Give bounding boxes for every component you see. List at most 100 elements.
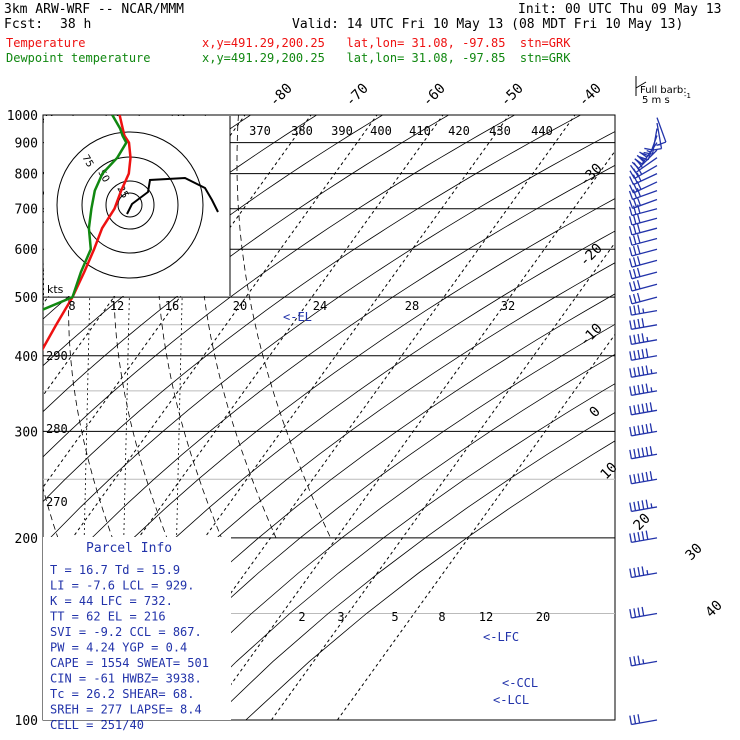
mixing-ratio-label: 2 xyxy=(298,610,305,624)
isotherm-label: 20 xyxy=(631,511,654,534)
mixing-ratio-label: 20 xyxy=(536,610,550,624)
dry-adiabat xyxy=(211,412,615,720)
theta-label-left: 280 xyxy=(46,422,68,436)
pressure-label: 300 xyxy=(15,425,38,440)
pressure-label: 600 xyxy=(15,243,38,258)
forecast-label: Fcst: xyxy=(4,17,44,32)
pressure-label: 900 xyxy=(15,137,38,152)
parcel-info-row: Tc = 26.2 SHEAR= 68. xyxy=(50,687,195,701)
wind-barb xyxy=(629,655,658,667)
hodograph-speed-label: 28 xyxy=(405,299,419,313)
theta-label-left: 270 xyxy=(46,495,68,509)
isotherm-line xyxy=(270,241,615,720)
dry-adiabat xyxy=(43,164,615,591)
isotherm-line xyxy=(72,115,510,720)
legend-temperature-location: x,y=491.29,200.25 lat,lon= 31.08, -97.85… xyxy=(202,36,571,50)
wind-barb xyxy=(629,172,658,186)
hodograph-speed-label: 20 xyxy=(233,299,247,313)
theta-label: 430 xyxy=(489,124,511,138)
wind-barb xyxy=(629,383,658,396)
dry-adiabat xyxy=(245,440,615,720)
wind-barb xyxy=(628,213,658,226)
isotherm-label: 30 xyxy=(683,541,706,564)
dry-adiabat xyxy=(0,102,2,720)
dry-adiabat xyxy=(177,383,615,720)
theta-label: 410 xyxy=(409,124,431,138)
mixing-ratio-label: 8 xyxy=(438,610,445,624)
lfc-marker: <-LFC xyxy=(483,630,519,644)
valid-time: Valid: 14 UTC Fri 10 May 13 (08 MDT Fri … xyxy=(292,17,684,32)
isotherm-line xyxy=(336,333,615,720)
el-marker: <-EL xyxy=(283,310,312,324)
wind-barb xyxy=(628,187,658,201)
pressure-label: 1000 xyxy=(7,109,38,124)
parcel-info-row: TT = 62 EL = 216 xyxy=(50,610,166,624)
wind-barb xyxy=(629,446,658,460)
wind-barb xyxy=(628,223,658,236)
legend-temperature: Temperature xyxy=(6,36,86,50)
mixing-ratio-label: 3 xyxy=(337,610,344,624)
pressure-label: 200 xyxy=(15,532,38,547)
legend-dewpoint: Dewpoint temperature xyxy=(6,51,151,65)
parcel-info-row: CELL = 251/40 xyxy=(50,718,144,732)
wind-barb xyxy=(628,256,658,268)
pressure-label: 800 xyxy=(15,168,38,183)
dewpoint-trace xyxy=(43,115,128,311)
wind-barb xyxy=(629,566,658,579)
theta-label: 380 xyxy=(291,124,313,138)
theta-label-left: 290 xyxy=(46,349,68,363)
parcel-info-title: Parcel Info xyxy=(86,541,172,556)
lcl-marker: <-LCL xyxy=(493,693,529,707)
parcel-info-row: LI = -7.6 LCL = 929. xyxy=(50,579,195,593)
dry-adiabat xyxy=(43,115,516,458)
legend-dewpoint-location: x,y=491.29,200.25 lat,lon= 31.08, -97.85… xyxy=(202,51,571,65)
hodograph-background xyxy=(44,116,230,296)
moist-adiabat xyxy=(0,115,7,538)
mixing-ratio-label: 12 xyxy=(479,610,493,624)
parcel-info-row: K = 44 LFC = 732. xyxy=(50,594,173,608)
isotherm-line xyxy=(43,115,312,489)
wind-barb xyxy=(628,292,658,305)
dry-adiabat xyxy=(43,131,615,547)
pressure-label: 500 xyxy=(15,291,38,306)
wind-barb xyxy=(629,423,658,437)
isotherm-line xyxy=(43,115,444,672)
pressure-label: 700 xyxy=(15,203,38,218)
dry-adiabat xyxy=(74,293,615,720)
hodograph-ring xyxy=(105,180,155,230)
wind-barb xyxy=(628,204,658,217)
hodograph-units: kts xyxy=(47,283,64,296)
parcel-info-row: SVI = -9.2 CCL = 867. xyxy=(50,625,202,639)
hodograph-speed-label: 24 xyxy=(313,299,327,313)
dry-adiabat xyxy=(43,115,582,503)
wind-barb xyxy=(629,181,658,194)
temperature-trace xyxy=(43,115,132,351)
theta-label: 420 xyxy=(448,124,470,138)
wind-barb xyxy=(652,122,663,151)
parcel-info-row: PW = 4.24 YGP = 0.4 xyxy=(50,641,187,655)
hodograph-trace xyxy=(126,176,219,215)
wind-barb xyxy=(629,318,658,330)
dry-adiabat xyxy=(108,323,615,720)
mixing-ratio-line xyxy=(119,249,131,720)
wind-barb xyxy=(628,234,658,246)
isotherm-label: 40 xyxy=(703,598,726,621)
parcel-info-row: T = 16.7 Td = 15.9 xyxy=(50,563,180,577)
isotherm-label: -80 xyxy=(267,81,296,110)
init-time: Init: 00 UTC Thu 09 May 13 xyxy=(518,2,722,17)
theta-label: 400 xyxy=(370,124,392,138)
dry-adiabat xyxy=(43,262,615,719)
hodograph-speed-label: 32 xyxy=(501,299,515,313)
pressure-label: 100 xyxy=(15,714,38,729)
forecast-hours: 38 h xyxy=(60,17,92,32)
moist-adiabat xyxy=(236,115,331,539)
wind-barb xyxy=(628,244,658,257)
parcel-info-row: SREH = 277 LAPSE= 8.4 xyxy=(50,703,202,717)
hodograph-ring xyxy=(56,131,204,279)
dry-adiabat xyxy=(143,353,615,720)
dry-adiabat xyxy=(43,198,615,634)
hodograph-speed-label: 16 xyxy=(165,299,179,313)
wind-barb xyxy=(629,499,658,513)
wind-barb xyxy=(639,135,658,161)
isotherm-label: -30 xyxy=(577,161,606,190)
